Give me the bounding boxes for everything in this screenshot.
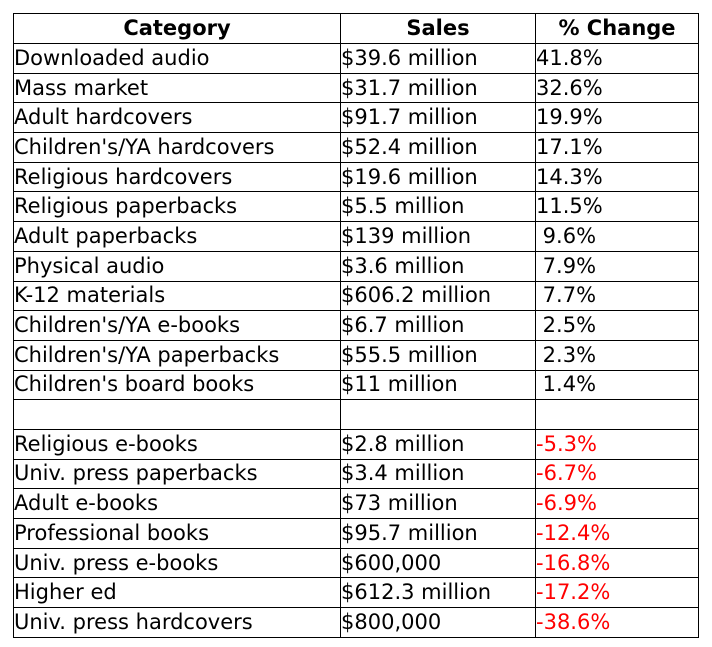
table-row: Children's/YA hardcovers $52.4 million 17.… — [13, 132, 699, 163]
category-cell: Religious hardcovers — [13, 161, 341, 193]
table-row: Adult e-books $73 million -6.9% — [13, 488, 699, 519]
percent-change-cell — [535, 399, 699, 430]
percent-change-cell: -5.3% — [535, 428, 699, 460]
percent-change-cell: 1.4% — [535, 369, 699, 401]
category-cell: Univ. press paperbacks — [13, 458, 341, 490]
table-row: Children's board books $11 million 1.4% — [13, 369, 699, 401]
percent-change-cell: 19.9% — [535, 102, 699, 134]
percent-change-cell: -6.9% — [535, 488, 699, 519]
sales-cell: $600,000 — [340, 547, 536, 579]
percent-change-cell: -12.4% — [535, 518, 699, 549]
sales-cell: $55.5 million — [340, 339, 536, 371]
table-row: Univ. press hardcovers $800,000 -38.6% — [13, 607, 699, 638]
sales-cell: $11 million — [340, 369, 536, 401]
table-row: Professional books $95.7 million -12.4% — [13, 518, 699, 549]
sales-cell: $3.4 million — [340, 458, 536, 490]
category-cell: Univ. press hardcovers — [13, 607, 341, 638]
percent-change-cell: 2.5% — [535, 310, 699, 341]
sales-cell: $139 million — [340, 221, 536, 252]
percent-change-cell: 14.3% — [535, 161, 699, 193]
sales-cell: $6.7 million — [340, 310, 536, 341]
table-row: Children's/YA e-books $6.7 million 2.5% — [13, 310, 699, 341]
category-cell: Univ. press e-books — [13, 547, 341, 579]
category-cell: Adult e-books — [13, 488, 341, 519]
table-row: Religious e-books $2.8 million -5.3% — [13, 428, 699, 460]
percent-change-cell: 7.7% — [535, 280, 699, 312]
table-row: Adult hardcovers $91.7 million 19.9% — [13, 102, 699, 134]
category-cell: Children's/YA e-books — [13, 310, 341, 341]
percent-change-cell: -38.6% — [535, 607, 699, 638]
percent-change-cell: 2.3% — [535, 339, 699, 371]
percent-change-cell: 11.5% — [535, 191, 699, 223]
category-cell: Adult paperbacks — [13, 221, 341, 252]
percent-change-cell: -6.7% — [535, 458, 699, 490]
percent-change-cell: 41.8% — [535, 43, 699, 74]
sales-cell — [340, 399, 536, 430]
percent-change-cell: -17.2% — [535, 577, 699, 609]
table-row: Religious paperbacks $5.5 million 11.5% — [13, 191, 699, 223]
table-row: Adult paperbacks $139 million 9.6% — [13, 221, 699, 252]
category-cell: Downloaded audio — [13, 43, 341, 74]
table-row: Mass market $31.7 million 32.6% — [13, 72, 699, 104]
sales-cell: $91.7 million — [340, 102, 536, 134]
table-row: Religious hardcovers $19.6 million 14.3% — [13, 161, 699, 193]
table-row: Physical audio $3.6 million 7.9% — [13, 250, 699, 282]
category-cell: Religious e-books — [13, 428, 341, 460]
table-row: Downloaded audio $39.6 million 41.8% — [13, 43, 699, 74]
category-cell: Children's/YA paperbacks — [13, 339, 341, 371]
category-cell: Higher ed — [13, 577, 341, 609]
percent-change-cell: 9.6% — [535, 221, 699, 252]
sales-cell: $31.7 million — [340, 72, 536, 104]
column-header-change: % Change — [535, 13, 699, 44]
table-row: Univ. press paperbacks $3.4 million -6.7% — [13, 458, 699, 490]
column-header-sales: Sales — [340, 13, 536, 44]
table-row: K-12 materials $606.2 million 7.7% — [13, 280, 699, 312]
table-row: Higher ed $612.3 million -17.2% — [13, 577, 699, 609]
category-cell: Children's/YA hardcovers — [13, 132, 341, 163]
percent-change-cell: 7.9% — [535, 250, 699, 282]
category-cell: Religious paperbacks — [13, 191, 341, 223]
header-row: Category Sales % Change — [13, 13, 699, 44]
category-cell — [13, 399, 341, 430]
sales-cell: $606.2 million — [340, 280, 536, 312]
column-header-category: Category — [13, 13, 341, 44]
category-cell: Children's board books — [13, 369, 341, 401]
category-cell: K-12 materials — [13, 280, 341, 312]
sales-cell: $73 million — [340, 488, 536, 519]
category-cell: Mass market — [13, 72, 341, 104]
sales-cell: $5.5 million — [340, 191, 536, 223]
table-body: Downloaded audio $39.6 million 41.8% Mass m… — [13, 43, 699, 638]
sales-cell: $3.6 million — [340, 250, 536, 282]
table-row: Univ. press e-books $600,000 -16.8% — [13, 547, 699, 579]
sales-cell: $19.6 million — [340, 161, 536, 193]
sales-cell: $800,000 — [340, 607, 536, 638]
sales-cell: $612.3 million — [340, 577, 536, 609]
percent-change-cell: -16.8% — [535, 547, 699, 579]
sales-cell: $95.7 million — [340, 518, 536, 549]
sales-cell: $52.4 million — [340, 132, 536, 163]
percent-change-cell: 32.6% — [535, 72, 699, 104]
sales-cell: $39.6 million — [340, 43, 536, 74]
sales-table: Category Sales % Change Downloaded audio… — [13, 13, 699, 638]
category-cell: Physical audio — [13, 250, 341, 282]
category-cell: Adult hardcovers — [13, 102, 341, 134]
category-cell: Professional books — [13, 518, 341, 549]
sales-cell: $2.8 million — [340, 428, 536, 460]
table-row: Children's/YA paperbacks $55.5 million 2.… — [13, 339, 699, 371]
percent-change-cell: 17.1% — [535, 132, 699, 163]
table-row — [13, 399, 699, 430]
